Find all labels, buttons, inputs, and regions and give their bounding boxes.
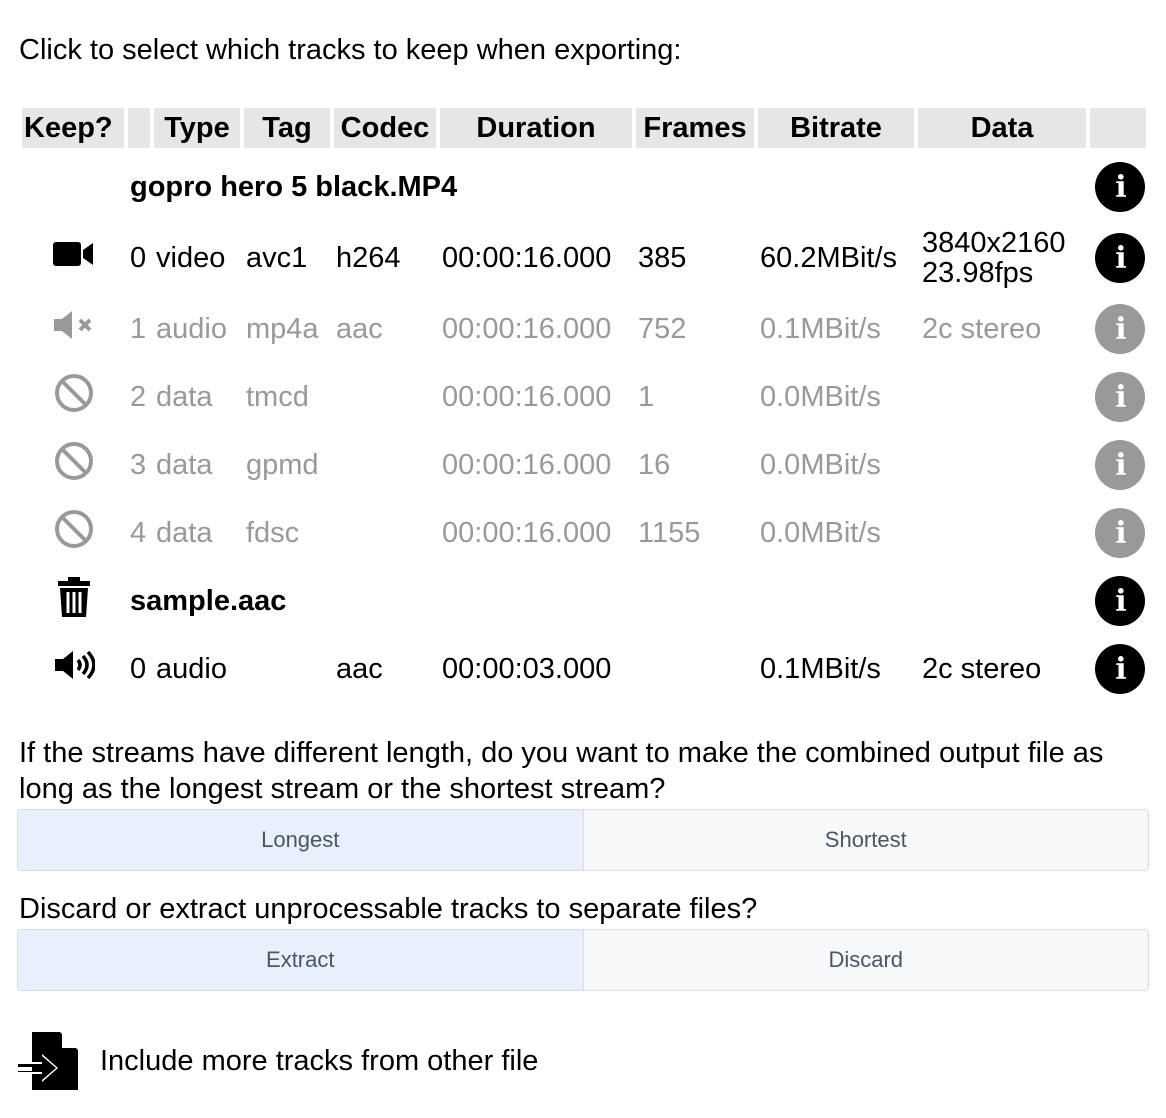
- length-toggle[interactable]: Longest Shortest: [17, 809, 1149, 871]
- audio-muted-icon: [52, 309, 96, 349]
- track-frames: 752: [638, 312, 687, 345]
- track-index: 0: [130, 241, 147, 274]
- delete-file-button[interactable]: [22, 577, 124, 625]
- header-tag: Tag: [244, 108, 330, 148]
- track-duration: 00:00:16.000: [442, 241, 612, 274]
- header-keep: Keep?: [22, 108, 124, 148]
- info-icon[interactable]: i: [1095, 508, 1145, 558]
- track-tag: mp4a: [246, 312, 319, 345]
- track-data-line1: 3840x2160: [922, 227, 1066, 259]
- info-icon[interactable]: i: [1095, 576, 1145, 626]
- keep-toggle[interactable]: [22, 240, 124, 276]
- file-row: sample.aac i: [22, 567, 1146, 635]
- shortest-button[interactable]: Shortest: [582, 810, 1148, 870]
- track-bitrate: 0.0MBit/s: [760, 516, 881, 549]
- unprocessable-question: Discard or extract unprocessable tracks …: [19, 893, 758, 925]
- file-import-icon: [18, 1032, 78, 1090]
- keep-toggle[interactable]: [22, 441, 124, 489]
- table-header: Keep? Type Tag Codec Duration Frames Bit…: [22, 108, 1146, 148]
- track-frames: 385: [638, 241, 687, 274]
- length-question: If the streams have different length, do…: [19, 737, 1104, 805]
- track-row[interactable]: 3 data gpmd 00:00:16.000 16 0.0MBit/s i: [22, 431, 1146, 499]
- track-duration: 00:00:16.000: [442, 380, 612, 413]
- keep-toggle[interactable]: [22, 309, 124, 349]
- track-codec: h264: [336, 241, 401, 274]
- track-bitrate: 0.1MBit/s: [760, 312, 881, 345]
- track-duration: 00:00:03.000: [442, 652, 612, 685]
- file-name: sample.aac: [130, 584, 287, 617]
- track-type: data: [156, 448, 213, 481]
- info-icon[interactable]: i: [1095, 644, 1145, 694]
- track-codec: aac: [336, 652, 383, 685]
- track-data: 3840x2160 23.98fps: [918, 228, 1086, 288]
- unprocessable-toggle[interactable]: Extract Discard: [17, 929, 1149, 991]
- track-duration: 00:00:16.000: [442, 448, 612, 481]
- intro-text: Click to select which tracks to keep whe…: [19, 34, 682, 66]
- track-frames: 1: [638, 380, 655, 413]
- track-type: data: [156, 380, 213, 413]
- video-camera-icon: [53, 240, 95, 276]
- header-type: Type: [154, 108, 240, 148]
- track-type: video: [156, 241, 226, 274]
- track-data-line1: 2c stereo: [922, 313, 1042, 345]
- keep-toggle[interactable]: [22, 648, 124, 690]
- info-icon[interactable]: i: [1095, 304, 1145, 354]
- ban-icon: [54, 441, 94, 489]
- track-row[interactable]: 0 video avc1 h264 00:00:16.000 385 60.2M…: [22, 221, 1146, 295]
- track-index: 1: [130, 312, 147, 345]
- track-index: 0: [130, 652, 147, 685]
- track-type: audio: [156, 652, 227, 685]
- header-bitrate: Bitrate: [758, 108, 914, 148]
- volume-up-icon: [53, 648, 96, 690]
- info-icon[interactable]: i: [1095, 440, 1145, 490]
- track-bitrate: 0.0MBit/s: [760, 448, 881, 481]
- trash-icon: [56, 577, 92, 625]
- track-bitrate: 0.1MBit/s: [760, 652, 881, 685]
- track-frames: 16: [638, 448, 671, 481]
- ban-icon: [54, 373, 94, 421]
- header-duration: Duration: [440, 108, 632, 148]
- discard-button[interactable]: Discard: [582, 930, 1148, 990]
- track-row[interactable]: 4 data fdsc 00:00:16.000 1155 0.0MBit/s …: [22, 499, 1146, 567]
- track-index: 2: [130, 380, 147, 413]
- track-tag: avc1: [246, 241, 308, 274]
- track-data-line1: 2c stereo: [922, 653, 1042, 685]
- track-row[interactable]: 0 audio aac 00:00:03.000 0.1MBit/s 2c st…: [22, 635, 1146, 703]
- track-row[interactable]: 1 audio mp4a aac 00:00:16.000 752 0.1MBi…: [22, 295, 1146, 363]
- header-codec: Codec: [334, 108, 436, 148]
- track-frames: 1155: [638, 516, 701, 549]
- track-index: 4: [130, 516, 147, 549]
- info-icon[interactable]: i: [1095, 162, 1145, 212]
- header-index: [128, 108, 150, 148]
- header-info: [1090, 108, 1146, 148]
- extract-button[interactable]: Extract: [18, 930, 583, 990]
- keep-toggle[interactable]: [22, 373, 124, 421]
- track-index: 3: [130, 448, 147, 481]
- track-bitrate: 0.0MBit/s: [760, 380, 881, 413]
- longest-button[interactable]: Longest: [18, 810, 583, 870]
- track-codec: aac: [336, 312, 383, 345]
- include-more-tracks-button[interactable]: Include more tracks from other file: [18, 1030, 538, 1092]
- file-name: gopro hero 5 black.MP4: [130, 170, 458, 203]
- track-type: audio: [156, 312, 227, 345]
- track-data-line2: 23.98fps: [922, 257, 1034, 289]
- include-more-label: Include more tracks from other file: [100, 1044, 539, 1077]
- track-tag: gpmd: [246, 448, 319, 481]
- track-duration: 00:00:16.000: [442, 516, 612, 549]
- info-icon[interactable]: i: [1095, 233, 1145, 283]
- keep-toggle[interactable]: [22, 509, 124, 557]
- info-icon[interactable]: i: [1095, 372, 1145, 422]
- header-data: Data: [918, 108, 1086, 148]
- track-row[interactable]: 2 data tmcd 00:00:16.000 1 0.0MBit/s i: [22, 363, 1146, 431]
- track-type: data: [156, 516, 213, 549]
- header-frames: Frames: [636, 108, 754, 148]
- track-tag: tmcd: [246, 380, 309, 413]
- track-bitrate: 60.2MBit/s: [760, 241, 897, 274]
- file-row: gopro hero 5 black.MP4 i: [22, 153, 1146, 221]
- track-duration: 00:00:16.000: [442, 312, 612, 345]
- track-tag: fdsc: [246, 516, 300, 549]
- track-data: 2c stereo: [918, 314, 1086, 344]
- track-data: 2c stereo: [918, 654, 1086, 684]
- ban-icon: [54, 509, 94, 557]
